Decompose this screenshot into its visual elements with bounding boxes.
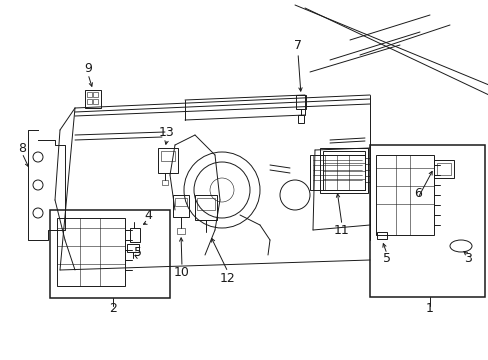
Text: 8: 8	[18, 141, 26, 154]
Bar	[376, 232, 386, 239]
Bar	[369, 145, 484, 297]
Bar	[436, 163, 450, 175]
Bar	[295, 95, 305, 109]
Bar	[162, 180, 168, 185]
Text: 6: 6	[413, 186, 421, 199]
Text: 12: 12	[220, 271, 235, 284]
Bar	[177, 228, 184, 234]
Text: 13: 13	[159, 126, 175, 139]
Bar	[323, 151, 364, 190]
Text: 2: 2	[109, 302, 117, 315]
Bar	[309, 155, 364, 190]
Text: 5: 5	[382, 252, 390, 265]
Text: 11: 11	[333, 224, 349, 237]
Bar	[87, 99, 92, 104]
Bar	[195, 195, 217, 220]
Bar	[197, 198, 215, 210]
Text: 1: 1	[425, 302, 433, 315]
Bar	[85, 90, 101, 108]
Text: 4: 4	[144, 208, 152, 221]
Bar	[50, 210, 170, 298]
Bar	[433, 160, 453, 178]
Bar	[319, 148, 367, 193]
Bar	[93, 92, 98, 97]
Bar	[130, 228, 140, 242]
Bar	[375, 155, 433, 235]
Bar	[87, 92, 92, 97]
Text: 9: 9	[84, 62, 92, 75]
Text: 7: 7	[293, 39, 302, 51]
Text: 5: 5	[134, 246, 142, 258]
Text: 3: 3	[463, 252, 471, 265]
Bar	[158, 148, 178, 173]
Bar	[173, 195, 189, 217]
Bar	[175, 198, 186, 206]
Bar	[297, 115, 304, 123]
Bar	[93, 99, 98, 104]
Bar	[127, 244, 139, 252]
Bar	[57, 218, 125, 286]
Bar	[161, 151, 175, 161]
Text: 10: 10	[174, 266, 189, 279]
